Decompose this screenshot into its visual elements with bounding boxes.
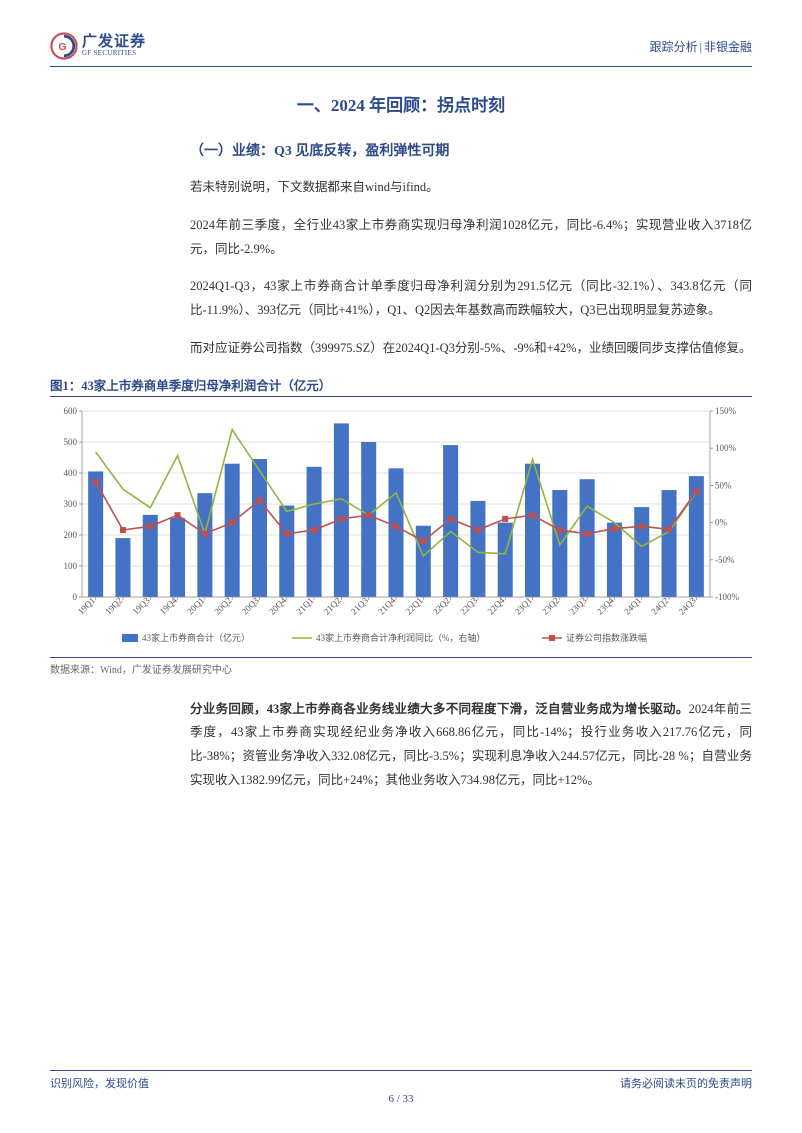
svg-text:24Q2: 24Q2 <box>649 595 670 616</box>
footer-page: 6 / 33 <box>388 1093 413 1105</box>
svg-text:23Q2: 23Q2 <box>540 595 561 616</box>
svg-text:23Q4: 23Q4 <box>595 594 617 616</box>
svg-text:23Q3: 23Q3 <box>567 594 589 616</box>
svg-text:20Q1: 20Q1 <box>185 595 206 616</box>
svg-text:21Q4: 21Q4 <box>376 594 398 616</box>
footer-left: 识别风险，发现价值 <box>50 1075 149 1091</box>
paragraph-3: 2024Q1-Q3，43家上市券商合计单季度归母净利润分别为291.5亿元（同比… <box>50 275 752 323</box>
figure-title: 图1：43家上市券商单季度归母净利润合计（亿元） <box>50 375 752 394</box>
svg-text:19Q4: 19Q4 <box>158 594 180 616</box>
svg-text:19Q3: 19Q3 <box>130 594 152 616</box>
svg-text:G: G <box>58 41 66 53</box>
svg-text:19Q1: 19Q1 <box>76 595 97 616</box>
gf-logo-icon: G <box>50 32 78 60</box>
logo: G 广发证券 GF SECURITIES <box>50 32 146 60</box>
paragraph-2: 2024年前三季度，全行业43家上市券商实现归母净利润1028亿元，同比-6.4… <box>50 214 752 262</box>
svg-text:证券公司指数涨跌幅: 证券公司指数涨跌幅 <box>566 632 647 643</box>
doc-type: 跟踪分析 <box>650 40 698 54</box>
svg-text:300: 300 <box>64 499 78 509</box>
svg-text:21Q2: 21Q2 <box>322 595 343 616</box>
svg-text:50%: 50% <box>715 480 732 490</box>
svg-text:19Q2: 19Q2 <box>103 595 124 616</box>
paragraph-5-bold: 分业务回顾，43家上市券商各业务线业绩大多不同程度下滑，泛自营业务成为增长驱动。 <box>190 702 689 716</box>
svg-text:-50%: -50% <box>715 554 735 564</box>
page-footer: 识别风险，发现价值 请务必阅读末页的免责声明 6 / 33 <box>50 1070 752 1105</box>
svg-text:200: 200 <box>64 530 78 540</box>
svg-text:500: 500 <box>64 437 78 447</box>
svg-text:20Q4: 20Q4 <box>267 594 289 616</box>
page-header: G 广发证券 GF SECURITIES 跟踪分析|非银金融 <box>50 32 752 67</box>
paragraph-5: 分业务回顾，43家上市券商各业务线业绩大多不同程度下滑，泛自营业务成为增长驱动。… <box>50 698 752 793</box>
chart-svg: 0 100 200 300 400 500 600 -100% -50% 0% 50% 100% 150… <box>50 403 752 653</box>
svg-text:43家上市券商合计净利润同比（%，右轴）: 43家上市券商合计净利润同比（%，右轴） <box>316 632 486 643</box>
subsection-title: （一）业绩：Q3 见底反转，盈利弹性可期 <box>50 140 752 160</box>
section-title: 一、2024 年回顾：拐点时刻 <box>50 91 752 116</box>
svg-text:600: 600 <box>64 406 78 416</box>
svg-text:22Q2: 22Q2 <box>431 595 452 616</box>
figure-source: 数据来源：Wind，广发证券发展研究中心 <box>50 658 752 676</box>
chart-figure-1: 0 100 200 300 400 500 600 -100% -50% 0% 50% 100% 150… <box>50 403 752 653</box>
svg-text:22Q1: 22Q1 <box>404 595 425 616</box>
paragraph-4: 而对应证券公司指数（399975.SZ）在2024Q1-Q3分别-5%、-9%和… <box>50 337 752 361</box>
svg-text:24Q1: 24Q1 <box>622 595 643 616</box>
logo-text-en: GF SECURITIES <box>82 50 146 58</box>
footer-right: 请务必阅读末页的免责声明 <box>620 1075 752 1091</box>
svg-text:21Q3: 21Q3 <box>349 594 371 616</box>
svg-text:20Q3: 20Q3 <box>240 594 262 616</box>
svg-text:0%: 0% <box>715 517 728 527</box>
svg-text:100: 100 <box>64 561 78 571</box>
header-breadcrumb: 跟踪分析|非银金融 <box>650 38 752 55</box>
svg-text:24Q3: 24Q3 <box>677 594 699 616</box>
svg-text:22Q4: 22Q4 <box>485 594 507 616</box>
svg-text:23Q1: 23Q1 <box>513 595 534 616</box>
svg-text:43家上市券商合计（亿元）: 43家上市券商合计（亿元） <box>142 632 250 643</box>
paragraph-1: 若未特别说明，下文数据都来自wind与ifind。 <box>50 176 752 200</box>
svg-text:-100%: -100% <box>715 592 739 602</box>
svg-text:22Q3: 22Q3 <box>458 594 480 616</box>
logo-text-cn: 广发证券 <box>82 34 146 51</box>
svg-text:100%: 100% <box>715 443 737 453</box>
svg-text:0: 0 <box>73 592 78 602</box>
svg-text:400: 400 <box>64 468 78 478</box>
sector: 非银金融 <box>704 40 752 54</box>
svg-text:150%: 150% <box>715 406 737 416</box>
svg-text:20Q2: 20Q2 <box>212 595 233 616</box>
svg-text:21Q1: 21Q1 <box>294 595 315 616</box>
